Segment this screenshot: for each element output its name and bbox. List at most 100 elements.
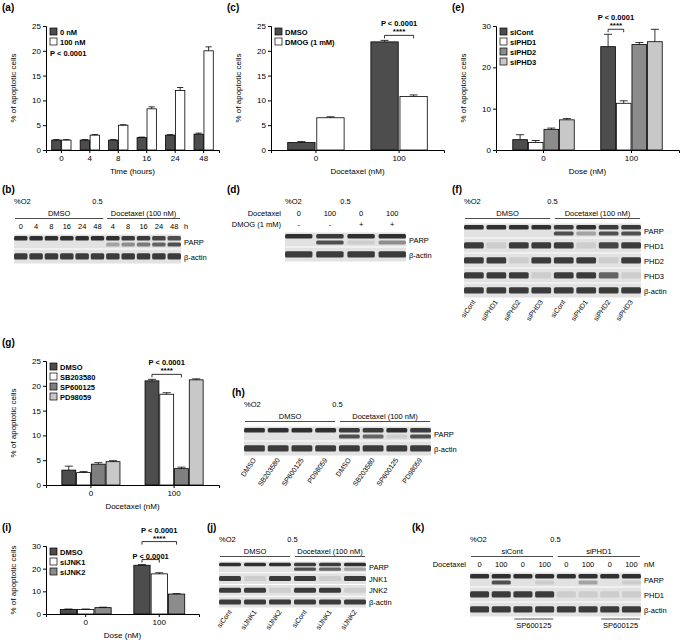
x-tick-mark	[543, 150, 544, 153]
cleaved-band	[60, 242, 74, 246]
group-line	[220, 556, 290, 557]
legend-label: siJNK2	[60, 568, 85, 577]
error-bar	[620, 101, 628, 103]
lane-name: siPHD3	[525, 298, 544, 322]
cleaved-band	[599, 231, 619, 235]
band	[386, 428, 407, 433]
band	[531, 225, 551, 230]
lane-label: 0	[608, 560, 612, 569]
band	[319, 600, 341, 605]
y-axis-line	[268, 27, 272, 151]
protein-label: PHD2	[644, 257, 664, 266]
x-axis: 048162448	[47, 150, 220, 163]
error-bar	[196, 133, 202, 135]
condition-label: DMOG (1 mM)	[232, 220, 282, 229]
x-tick-mark	[61, 150, 62, 153]
band	[576, 225, 596, 230]
y-tick: 25	[257, 22, 271, 31]
band	[152, 253, 166, 259]
y-axis: 0510152025	[32, 357, 46, 490]
lane-name: DMSO	[334, 456, 352, 478]
error-bar	[110, 139, 116, 140]
bottom-group-line	[601, 619, 640, 620]
band	[410, 428, 431, 433]
cleaved-band	[316, 240, 343, 244]
legend-swatch	[50, 373, 57, 380]
band	[244, 445, 265, 451]
error-bar	[65, 466, 73, 470]
x-tick-label: 0	[541, 154, 546, 163]
bar-chart-panel: (a)0510152025048162448% of apoptotic cel…	[2, 2, 220, 176]
blot-row: β-actin	[470, 603, 667, 617]
x-tick-label: 4	[88, 154, 93, 163]
bar	[147, 109, 156, 150]
x-tick-mark	[118, 150, 119, 153]
cleaved-band	[576, 231, 596, 235]
error-bar	[94, 463, 102, 464]
x-axis: 0100	[47, 485, 220, 498]
protein-label: JNK1	[369, 575, 387, 584]
cleaved-band	[379, 240, 406, 244]
band	[599, 257, 619, 263]
error-bar	[64, 609, 72, 610]
x-tick-label: 24	[171, 154, 180, 163]
band	[557, 606, 576, 612]
significance-label: P < 0.0001	[141, 526, 177, 535]
x-tick-mark	[399, 150, 400, 153]
protein-label: PARP	[644, 227, 664, 236]
band	[621, 225, 641, 230]
band	[244, 563, 266, 567]
legend-swatch	[500, 48, 507, 55]
band	[576, 272, 596, 278]
band	[486, 242, 506, 248]
group-label: DMSO	[244, 547, 267, 556]
legend-label: SP600125	[60, 383, 95, 392]
band	[579, 591, 598, 597]
blot-background	[470, 603, 641, 617]
y-tick-label: 20	[32, 47, 41, 56]
band	[244, 588, 266, 593]
lane-name: PD98059	[306, 456, 329, 484]
error-bar-cap	[651, 29, 659, 30]
bar	[95, 608, 111, 614]
cleaved-band	[45, 242, 59, 246]
error-bar-cap	[82, 609, 90, 610]
group-label: siPHD1	[586, 547, 611, 556]
band	[486, 272, 506, 278]
error-bar-cap	[635, 42, 643, 43]
band	[269, 576, 291, 581]
bar	[544, 129, 559, 150]
band	[576, 287, 596, 293]
bar	[151, 574, 167, 614]
legend-item: SB203580	[50, 373, 95, 382]
band	[554, 257, 574, 263]
band	[599, 225, 619, 230]
lane-name: siCont	[216, 609, 233, 629]
band	[106, 236, 120, 241]
error-bar	[149, 107, 155, 109]
legend-label: DMSO	[285, 28, 308, 37]
y-tick-mark	[43, 460, 46, 461]
lane-unit: nM	[644, 560, 654, 569]
lane-label: -	[297, 220, 300, 229]
series	[91, 463, 188, 485]
band	[464, 225, 484, 230]
group-label: DMSO	[48, 209, 71, 218]
group-line	[465, 218, 550, 219]
error-bar-cap	[65, 466, 73, 467]
x-tick-label: 0	[59, 154, 64, 163]
legend-item: siJNK1	[50, 558, 85, 567]
error-bar	[167, 134, 173, 135]
x-tick-mark	[631, 150, 632, 153]
bar	[60, 609, 76, 614]
y-tick-label: 20	[32, 382, 41, 391]
band	[576, 257, 596, 263]
y-tick: 20	[482, 63, 496, 72]
x-axis-line	[47, 486, 220, 489]
band	[219, 576, 241, 581]
error-bar	[53, 139, 59, 140]
x-tick-label: 100	[392, 154, 406, 163]
error-bar	[547, 128, 555, 129]
lane-name: siCont	[549, 299, 566, 319]
legend-label: DMOG (1 mM)	[285, 38, 335, 47]
